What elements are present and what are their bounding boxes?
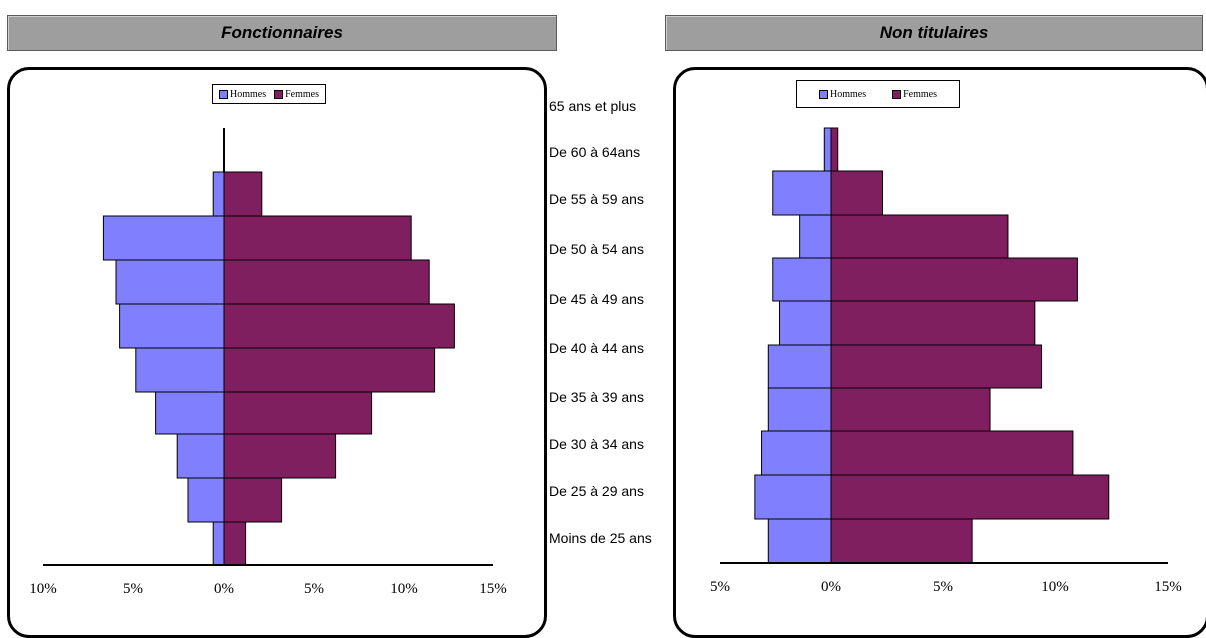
bar-femmes — [830, 387, 991, 432]
legend-label-hommes: Hommes — [830, 88, 867, 100]
right-panel-title: Non titulaires — [665, 15, 1203, 51]
age-label: De 60 à 64ans — [549, 144, 641, 160]
bar-femmes — [223, 433, 337, 479]
bar-hommes — [754, 474, 832, 520]
bar-hommes — [823, 127, 832, 172]
legend-item-femmes: Femmes — [274, 89, 319, 100]
x-tick-label: 5% — [304, 581, 324, 597]
bar-femmes — [830, 214, 1009, 259]
age-label: De 45 à 49 ans — [549, 291, 644, 307]
bar-femmes — [223, 259, 430, 305]
x-tick-label: 0% — [214, 581, 234, 597]
x-tick-label: 10% — [1041, 579, 1069, 595]
bar-femmes — [830, 127, 839, 172]
bar-femmes — [223, 215, 412, 261]
bar-femmes — [830, 430, 1074, 476]
x-tick-label: 10% — [390, 581, 418, 597]
bar-hommes — [176, 433, 225, 479]
legend-label-hommes: Hommes — [230, 88, 267, 100]
bar-femmes — [830, 344, 1043, 389]
left-legend: Hommes Femmes — [212, 84, 326, 104]
bar-femmes — [830, 518, 973, 564]
bar-hommes — [155, 391, 225, 435]
age-label: De 50 à 54 ans — [549, 241, 644, 257]
x-tick-label: 10% — [29, 581, 57, 597]
bar-femmes — [830, 474, 1110, 520]
bar-hommes — [767, 518, 832, 564]
x-tick-label: 5% — [710, 579, 730, 595]
bar-hommes — [761, 430, 832, 476]
bar-femmes — [223, 303, 455, 349]
bar-hommes — [799, 214, 832, 259]
legend-item-hommes: Hommes — [219, 89, 266, 100]
left-panel-title: Fonctionnaires — [7, 15, 557, 51]
bar-hommes — [135, 347, 225, 393]
age-label: De 35 à 39 ans — [549, 389, 644, 405]
bar-femmes — [223, 171, 263, 217]
bar-hommes — [102, 215, 225, 261]
bar-femmes — [223, 521, 247, 566]
age-label: Moins de 25 ans — [549, 530, 652, 546]
bar-hommes — [212, 521, 225, 566]
femmes-swatch — [274, 89, 284, 99]
age-label: 65 ans et plus — [549, 98, 637, 114]
x-tick-label: 15% — [479, 581, 507, 597]
bar-hommes — [772, 257, 832, 302]
bar-hommes — [772, 170, 832, 216]
bar-hommes — [778, 300, 832, 346]
x-tick-label: 5% — [933, 579, 953, 595]
x-tick-label: 15% — [1154, 579, 1182, 595]
x-tick-label: 5% — [123, 581, 143, 597]
bar-hommes — [212, 171, 225, 217]
age-label: De 30 à 34 ans — [549, 436, 644, 452]
bar-hommes — [767, 344, 832, 389]
bar-femmes — [223, 391, 373, 435]
bar-hommes — [187, 477, 225, 523]
age-label: De 40 à 44 ans — [549, 340, 644, 356]
bar-hommes — [119, 303, 225, 349]
legend-item-femmes: Femmes — [892, 89, 937, 100]
femmes-swatch — [892, 89, 902, 99]
age-group-labels: 65 ans et plus De 60 à 64ans De 55 à 59 … — [549, 0, 679, 623]
age-label: De 55 à 59 ans — [549, 191, 644, 207]
legend-label-femmes: Femmes — [285, 88, 319, 100]
x-tick-label: 0% — [821, 579, 841, 595]
bar-hommes — [115, 259, 225, 305]
hommes-swatch — [819, 89, 828, 99]
bar-femmes — [223, 477, 283, 523]
right-legend: Hommes Femmes — [796, 80, 960, 108]
bar-femmes — [830, 257, 1078, 302]
legend-label-femmes: Femmes — [903, 88, 937, 100]
bar-femmes — [830, 170, 884, 216]
legend-item-hommes: Hommes — [819, 89, 866, 100]
hommes-swatch — [219, 89, 228, 99]
pyramid-charts: 10% 5% 0% 5% 10% 15% 5% 0% 5% 10% 15% — [29, 127, 1182, 597]
bar-hommes — [767, 387, 832, 432]
age-label: De 25 à 29 ans — [549, 483, 644, 499]
bar-femmes — [830, 300, 1036, 346]
bar-femmes — [223, 347, 436, 393]
